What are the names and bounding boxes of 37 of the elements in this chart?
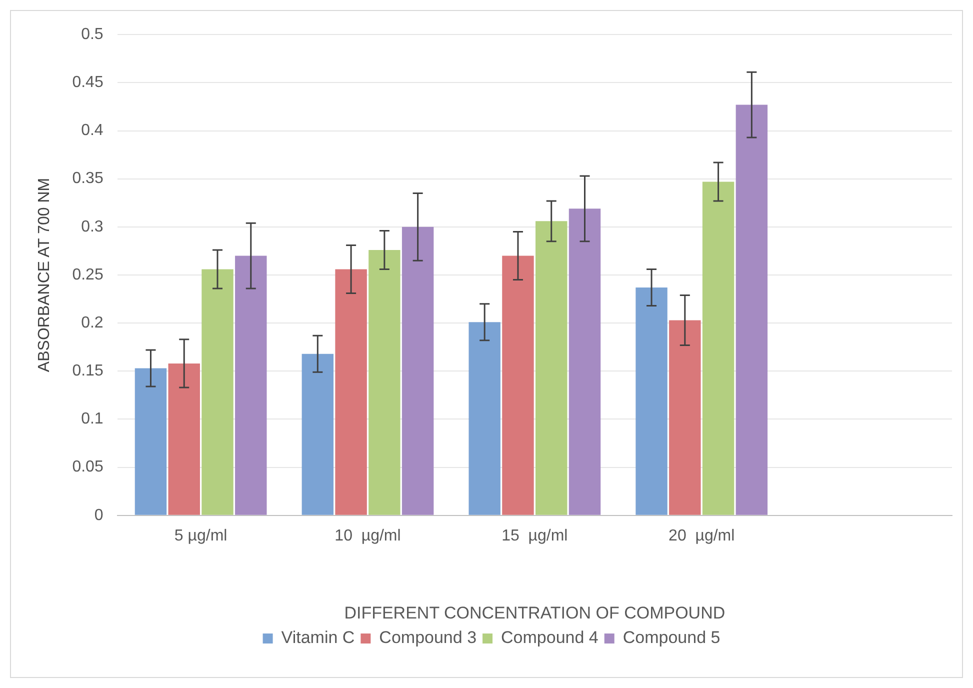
bar [702,182,734,515]
y-tick-label: 0.15 [72,362,104,380]
y-tick-label: 0.25 [72,266,104,284]
y-tick-label: 0 [94,506,104,524]
legend-label: Compound 4 [501,628,598,648]
bar [302,354,334,515]
x-axis-title: DIFFERENT CONCENTRATION OF COMPOUND [344,603,726,622]
bar [669,320,701,515]
bar [368,250,400,515]
legend-label: Compound 3 [379,628,477,648]
y-tick-label: 0.45 [72,74,104,92]
legend-label: Compound 5 [622,628,720,648]
y-axis-title: ABSORBANCE AT 700 NM [36,178,54,372]
y-tick-label: 0.05 [72,458,104,476]
y-tick-label: 0.2 [81,314,104,332]
bar [536,221,568,515]
legend-label: Vitamin C [281,628,355,648]
y-tick-label: 0.35 [72,170,104,188]
bar [402,226,434,515]
bar [235,256,267,515]
y-tick-label: 0.3 [81,218,104,236]
x-tick-label: 20 µg/ml [668,527,735,544]
bar [736,104,768,515]
bar [502,256,534,515]
x-tick-label: 10 µg/ml [334,527,401,544]
y-tick-label: 0.5 [81,26,104,44]
bar [168,363,200,515]
bar [335,269,367,515]
bar [636,288,668,515]
y-tick-label: 0.1 [81,410,104,428]
bar [202,269,234,515]
bar [468,322,500,515]
x-tick-label: 15 µg/ml [502,527,568,544]
y-tick-label: 0.4 [81,122,104,140]
x-tick-label: 5 µg/ml [174,527,228,544]
bar [568,208,601,515]
bar [134,368,167,515]
